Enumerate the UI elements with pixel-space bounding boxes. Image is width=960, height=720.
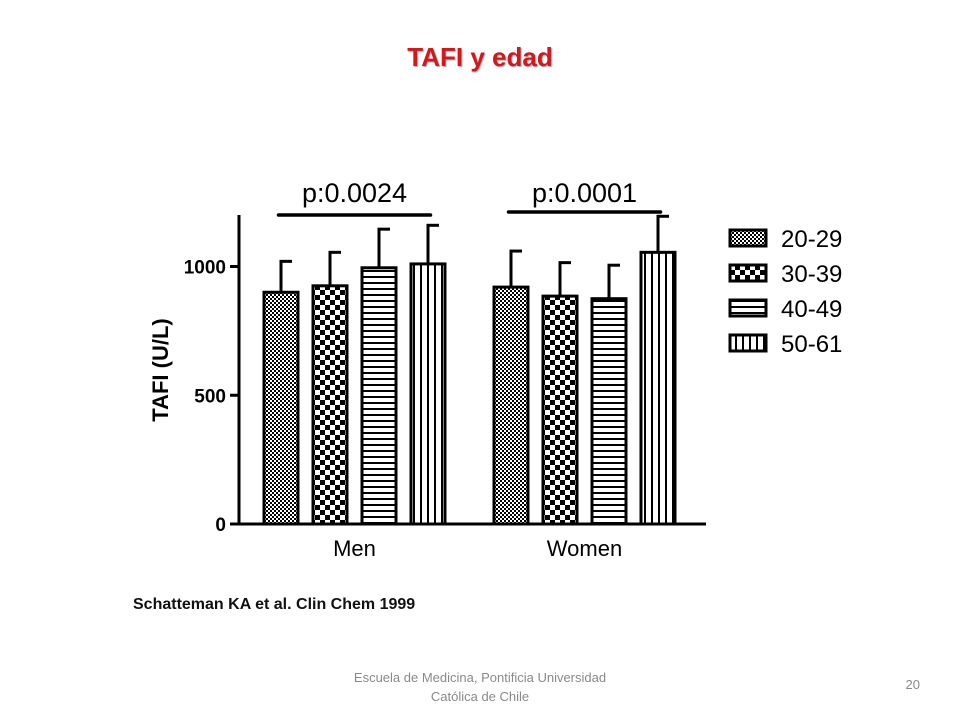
page-number: 20 (905, 677, 920, 692)
legend-swatch-50-61 (728, 333, 768, 353)
legend-label: 20-29 (781, 226, 842, 253)
significance-label: p:0.0001 (532, 178, 637, 208)
citation: Schatteman KA et al. Clin Chem 1999 (133, 596, 416, 613)
bar-20-29-Men (262, 290, 300, 526)
x-category-label: Women (547, 536, 622, 561)
y-tick-label: 0 (215, 515, 226, 536)
legend-label: 30-39 (781, 261, 842, 288)
legend-swatch-20-29 (728, 228, 768, 248)
y-tick-label: 1000 (184, 258, 226, 279)
footer-text: Escuela de Medicina, Pontificia Universi… (353, 670, 607, 704)
bar-40-49-Women (590, 297, 628, 526)
legend-swatch-30-39 (728, 263, 768, 283)
bar-30-39-Men (311, 284, 349, 526)
legend-label: 50-61 (781, 331, 842, 358)
y-axis-label: TAFI (U/L) (148, 318, 173, 421)
legend-swatch-40-49 (728, 298, 768, 318)
bar-50-61-Men (409, 262, 447, 526)
y-tick-label: 500 (194, 386, 226, 407)
bar-20-29-Women (492, 285, 530, 526)
bar-50-61-Women (639, 250, 677, 526)
bar-40-49-Men (360, 266, 398, 526)
significance-label: p:0.0024 (302, 178, 407, 208)
slide-title: TAFI y edad (407, 42, 553, 72)
x-category-label: Men (333, 536, 376, 561)
bar-30-39-Women (541, 294, 579, 526)
legend-label: 40-49 (781, 296, 842, 323)
